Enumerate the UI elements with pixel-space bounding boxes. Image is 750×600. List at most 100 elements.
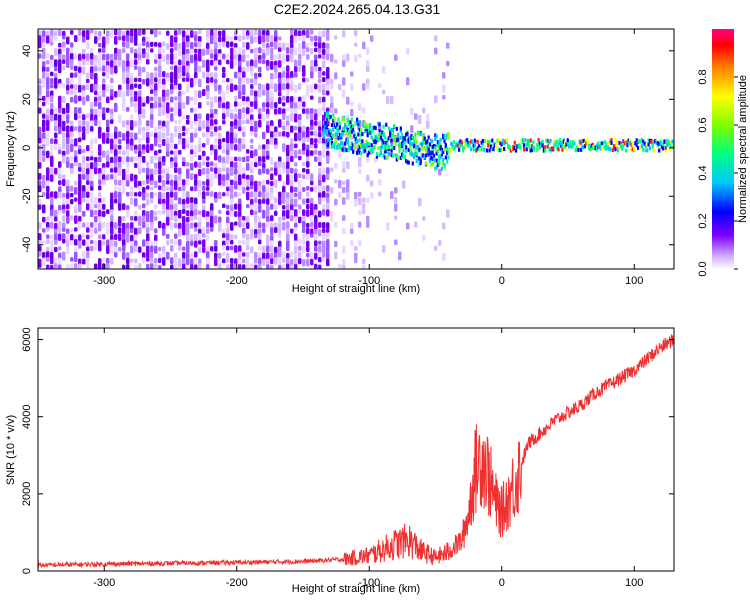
heatmap-cell (254, 132, 258, 138)
heatmap-cell (178, 102, 182, 111)
heatmap-cell (114, 29, 118, 36)
heatmap-ridge-cell (418, 162, 421, 167)
heatmap-cell (278, 77, 282, 85)
heatmap-cell (150, 263, 154, 269)
heatmap-cell (146, 245, 150, 255)
heatmap-cell (222, 53, 226, 60)
heatmap-cell (114, 65, 118, 74)
heatmap-cell (370, 192, 374, 199)
heatmap-cell (334, 35, 338, 40)
heatmap-cell (166, 59, 170, 65)
heatmap-cell (198, 216, 202, 222)
heatmap-cell (318, 126, 322, 132)
heatmap-cell (286, 65, 290, 73)
heatmap-cell (138, 113, 142, 121)
heatmap-ridge-cell (352, 124, 355, 129)
heatmap-cell (142, 108, 146, 115)
heatmap-cell (206, 216, 210, 224)
heatmap-cell (98, 192, 102, 197)
heatmap-ridge-cell (643, 141, 646, 146)
heatmap-ridge-cell (630, 147, 633, 152)
heatmap-cell (186, 83, 190, 93)
heatmap-cell (198, 143, 202, 153)
heatmap-ridge-cell (366, 129, 369, 134)
heatmap-cell (142, 131, 146, 141)
heatmap-cell (270, 72, 274, 81)
spectrogram-x-tick-label: 100 (625, 275, 643, 287)
heatmap-cell (346, 53, 350, 62)
heatmap-cell (42, 71, 46, 80)
heatmap-cell (258, 47, 262, 54)
heatmap-cell (58, 210, 62, 215)
heatmap-cell (298, 53, 302, 60)
heatmap-ridge-cell (430, 155, 433, 160)
heatmap-ridge-cell (324, 111, 327, 116)
heatmap-ridge-cell (333, 145, 336, 150)
heatmap-ridge-cell (338, 121, 341, 126)
heatmap-cell (78, 191, 82, 200)
heatmap-cell (242, 215, 246, 221)
heatmap-cell (210, 125, 214, 130)
heatmap-ridge-cell (529, 138, 532, 143)
heatmap-cell (262, 245, 266, 254)
heatmap-cell (302, 77, 306, 83)
heatmap-ridge-cell (378, 153, 381, 158)
heatmap-cell (54, 66, 58, 72)
heatmap-cell (298, 119, 302, 128)
heatmap-cell (110, 257, 114, 265)
heatmap-cell (250, 263, 254, 269)
heatmap-cell (174, 84, 178, 90)
heatmap-cell (270, 35, 274, 44)
heatmap-ridge-cell (512, 144, 515, 149)
heatmap-ridge-cell (422, 153, 425, 158)
heatmap-cell (142, 36, 146, 44)
heatmap-ridge-cell (438, 140, 441, 145)
heatmap-ridge-cell (412, 139, 416, 144)
heatmap-cell (250, 101, 254, 107)
heatmap-cell (254, 72, 258, 80)
heatmap-ridge-cell (332, 127, 335, 132)
heatmap-cell (238, 264, 242, 269)
heatmap-cell (342, 245, 346, 254)
heatmap-cell (170, 215, 174, 221)
heatmap-cell (74, 251, 78, 259)
heatmap-cell (246, 162, 250, 171)
heatmap-cell (218, 96, 222, 104)
heatmap-cell (326, 222, 330, 229)
heatmap-cell (134, 234, 138, 241)
heatmap-cell (290, 264, 294, 269)
heatmap-cell (190, 215, 194, 222)
heatmap-ridge-cell (401, 133, 404, 138)
heatmap-cell (230, 41, 234, 48)
heatmap-cell (206, 90, 210, 100)
heatmap-cell (158, 125, 162, 130)
heatmap-cell (58, 66, 62, 74)
heatmap-cell (214, 119, 218, 125)
heatmap-cell (114, 59, 118, 67)
heatmap-cell (162, 174, 166, 179)
heatmap-ridge-cell (485, 148, 489, 153)
heatmap-cell (202, 198, 206, 204)
heatmap-cell (198, 41, 202, 48)
heatmap-cell (234, 174, 238, 182)
heatmap-ridge-cell (609, 147, 612, 152)
heatmap-cell (114, 167, 118, 173)
heatmap-cell (150, 48, 154, 53)
heatmap-cell (222, 120, 226, 125)
heatmap-ridge-cell (626, 140, 629, 145)
heatmap-cell (258, 72, 262, 78)
heatmap-cell (250, 161, 254, 171)
heatmap-cell (262, 102, 266, 108)
heatmap-ridge-cell (426, 139, 429, 144)
heatmap-cell (94, 222, 98, 229)
heatmap-cell (162, 48, 166, 54)
heatmap-cell (278, 83, 282, 92)
heatmap-cell (162, 179, 166, 189)
heatmap-cell (194, 209, 198, 216)
heatmap-cell (134, 59, 138, 66)
heatmap-cell (102, 113, 106, 121)
heatmap-cell (86, 221, 90, 228)
heatmap-ridge-cell (542, 146, 546, 151)
heatmap-cell (150, 119, 154, 128)
heatmap-cell (294, 192, 298, 198)
